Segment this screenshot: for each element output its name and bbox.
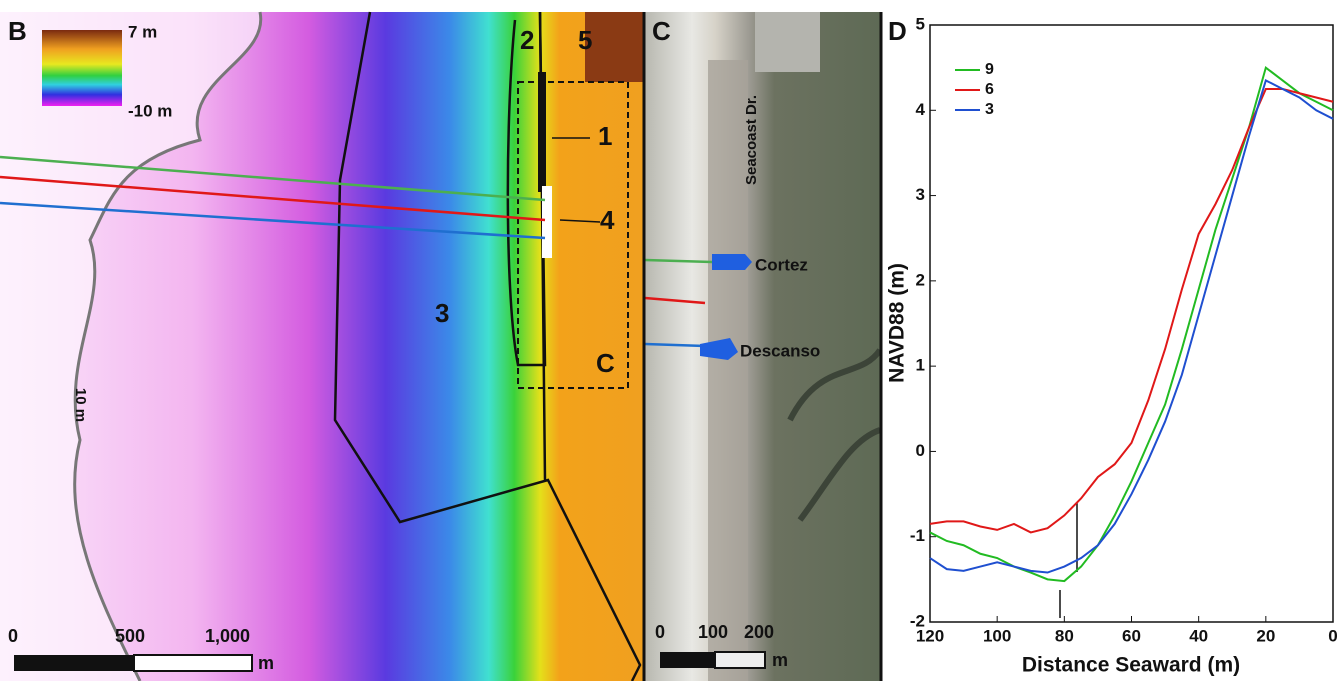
- x-axis-label: Distance Seaward (m): [1022, 654, 1240, 677]
- street-label: Cortez: [755, 255, 808, 274]
- y-tick-label: 0: [916, 441, 925, 460]
- contour-label: 10 m: [72, 388, 89, 422]
- scale-tick: 100: [698, 622, 728, 642]
- series-line: [930, 89, 1333, 532]
- y-tick-label: 3: [916, 185, 925, 204]
- zone-label: 5: [578, 25, 592, 55]
- scale-tick: 1,000: [205, 626, 250, 646]
- zone-label: C: [596, 348, 615, 378]
- marker: [542, 186, 552, 258]
- figure: B 7 m -10 m 1 2 3 4 5 C 10 m 0 500 1,000…: [0, 0, 1339, 681]
- street-label: Descanso: [740, 341, 820, 360]
- land-zone: [585, 12, 643, 82]
- x-tick-label: 20: [1256, 626, 1275, 645]
- street-end: [712, 254, 752, 270]
- x-tick-label: 80: [1055, 626, 1074, 645]
- panel-label: C: [652, 16, 671, 46]
- y-tick-label: -2: [910, 611, 925, 630]
- colorbar: [42, 30, 122, 106]
- legend-label: 6: [985, 81, 994, 98]
- series-line: [930, 80, 1333, 572]
- map-panel: B 7 m -10 m 1 2 3 4 5 C 10 m 0 500 1,000…: [0, 12, 643, 681]
- y-tick-label: 5: [916, 14, 925, 33]
- y-tick-label: 1: [916, 356, 925, 375]
- photo-panel: C Seacoast Dr. Cortez Descanso 0 100 200…: [645, 12, 880, 681]
- scale-bar: [14, 655, 134, 671]
- zone-label: 3: [435, 298, 449, 328]
- y-tick-label: -1: [910, 526, 925, 545]
- x-tick-label: 0: [1328, 626, 1337, 645]
- legend-label: 9: [985, 61, 994, 78]
- y-tick-label: 2: [916, 270, 925, 289]
- x-tick-label: 100: [983, 626, 1011, 645]
- panel-label: B: [8, 16, 27, 46]
- y-axis-label: NAVD88 (m): [886, 263, 909, 383]
- legend-max: 7 m: [128, 22, 157, 41]
- x-tick-label: 60: [1122, 626, 1141, 645]
- scale-unit: m: [258, 653, 274, 673]
- scale-tick: 0: [8, 626, 18, 646]
- scale-tick: 200: [744, 622, 774, 642]
- zone-label: 2: [520, 25, 534, 55]
- scale-bar: [715, 652, 765, 668]
- road-label: Seacoast Dr.: [743, 95, 760, 185]
- y-tick-label: 4: [916, 100, 926, 119]
- scale-bar: [660, 652, 715, 668]
- scale-tick: 0: [655, 622, 665, 642]
- marker: [538, 72, 546, 192]
- zone-label: 1: [598, 121, 612, 151]
- scale-unit: m: [772, 650, 788, 670]
- scale-bar: [134, 655, 252, 671]
- series-line: [930, 68, 1333, 581]
- panel-label: D: [888, 16, 907, 46]
- zone-label: 4: [600, 205, 615, 235]
- legend-label: 3: [985, 101, 994, 118]
- scale-tick: 500: [115, 626, 145, 646]
- x-tick-label: 40: [1189, 626, 1208, 645]
- legend-min: -10 m: [128, 101, 172, 120]
- houses: [755, 12, 820, 72]
